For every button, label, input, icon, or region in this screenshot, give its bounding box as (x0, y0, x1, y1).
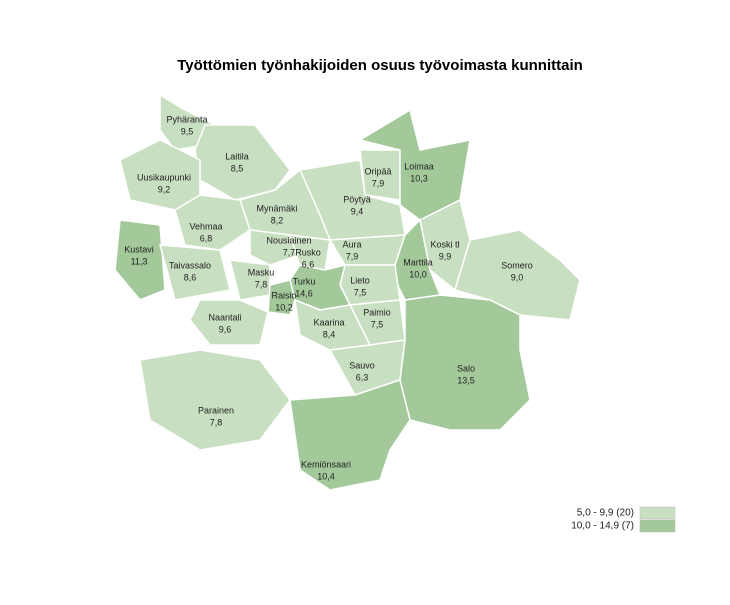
region-name: Somero (501, 260, 533, 270)
region (454, 229, 581, 321)
region-name: Sauvo (349, 360, 375, 370)
region-value: 9,6 (219, 324, 232, 334)
region-value: 8,4 (323, 329, 336, 339)
region-value: 7,5 (354, 287, 367, 297)
region-name: Laitila (225, 151, 249, 161)
region (159, 244, 231, 301)
region-value: 10,3 (410, 173, 428, 183)
region-name: Uusikaupunki (137, 172, 191, 182)
region-value: 7,8 (210, 417, 223, 427)
region-value: 10,2 (275, 302, 293, 312)
legend-swatch (639, 506, 676, 520)
region-name: Kemiönsaari (301, 459, 351, 469)
region-name: Pöytyä (343, 194, 371, 204)
region-value: 9,0 (511, 272, 524, 282)
region-name: Loimaa (404, 161, 434, 171)
regions (114, 94, 581, 491)
region-value: 8,6 (184, 272, 197, 282)
region-value: 7,7 (283, 247, 296, 257)
region-value: 9,2 (158, 184, 171, 194)
region-name: Raisio (271, 290, 296, 300)
region-name: Masku (248, 267, 275, 277)
region-name: Turku (293, 276, 316, 286)
legend-label: 5,0 - 9,9 (20) (577, 508, 634, 519)
region-value: 7,5 (371, 319, 384, 329)
region-value: 7,9 (372, 178, 385, 188)
region-name: Kustavi (124, 244, 154, 254)
region-value: 10,4 (317, 471, 335, 481)
legend-label: 10,0 - 14,9 (7) (571, 521, 634, 532)
legend: 5,0 - 9,9 (20) 10,0 - 14,9 (7) (571, 506, 676, 533)
region-name: Salo (457, 363, 475, 373)
region (339, 264, 401, 306)
region-value: 8,2 (271, 215, 284, 225)
region-name: Rusko (295, 247, 321, 257)
region-name: Mynämäki (256, 203, 297, 213)
region-name: Nousiainen (266, 235, 311, 245)
region-name: Taivassalo (169, 260, 211, 270)
region-name: Kaarina (313, 317, 344, 327)
region-name: Koski tl (430, 239, 459, 249)
region-labels: Pyhäranta 9,5 Laitila 8,5 Uusikaupunki 9,2 Ori… (124, 114, 533, 481)
region (139, 349, 291, 451)
region (399, 294, 531, 431)
region-name: Aura (342, 239, 361, 249)
region-name: Marttila (403, 257, 433, 267)
region-value: 9,4 (351, 206, 364, 216)
region-value: 9,9 (439, 251, 452, 261)
region (114, 219, 166, 301)
region-value: 8,5 (231, 163, 244, 173)
legend-swatch (639, 519, 676, 533)
region-value: 6,8 (200, 233, 213, 243)
region-value: 11,3 (131, 256, 148, 266)
map-title: Työttömien työnhakijoiden osuus työvoima… (177, 57, 583, 74)
region-name: Vehmaa (189, 221, 222, 231)
region-value: 7,9 (346, 251, 359, 261)
region-value: 7,8 (255, 279, 268, 289)
region-name: Parainen (198, 405, 234, 415)
region-name: Pyhäranta (166, 114, 207, 124)
region-value: 9,5 (181, 126, 194, 136)
region (249, 229, 301, 266)
region (329, 234, 406, 266)
region-value: 14,6 (295, 288, 313, 298)
region-name: Paimio (363, 307, 391, 317)
region-value: 6,3 (356, 372, 369, 382)
region-name: Naantali (208, 312, 241, 322)
region (289, 379, 411, 491)
region-value: 6,6 (302, 259, 315, 269)
region-name: Lieto (350, 275, 370, 285)
region (267, 279, 296, 316)
region-value: 10,0 (409, 269, 427, 279)
region-value: 13,5 (457, 375, 475, 385)
region (189, 299, 269, 346)
region-name: Oripää (364, 166, 391, 176)
